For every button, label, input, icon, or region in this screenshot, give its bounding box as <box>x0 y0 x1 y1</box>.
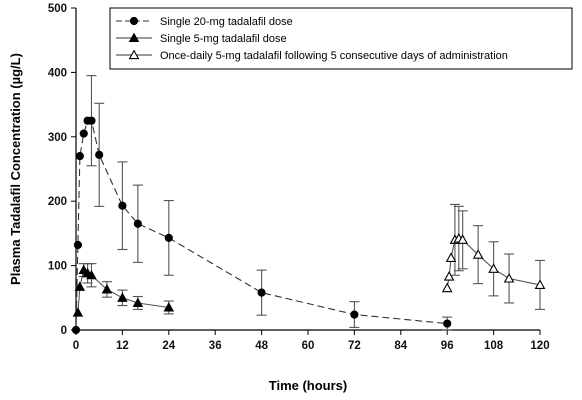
series-lines-layer <box>75 120 541 331</box>
series-2-point <box>101 283 113 294</box>
error-bars-layer <box>78 75 545 331</box>
series-3-point <box>534 279 546 289</box>
series-1-point <box>73 240 83 250</box>
series-1-point <box>443 319 452 328</box>
x-tick-label: 48 <box>255 340 268 352</box>
series-1-point <box>257 288 266 297</box>
legend-label-1: Single 20-mg tadalafil dose <box>160 16 293 28</box>
legend-marker-1 <box>129 16 139 26</box>
x-tick-label: 72 <box>348 340 361 352</box>
y-tick-label: 400 <box>48 67 67 79</box>
legend-box <box>109 7 573 70</box>
x-tick-label: 36 <box>209 340 222 352</box>
series-3-point <box>503 272 515 283</box>
series-1-point <box>118 201 127 210</box>
data-points-layer <box>71 116 546 335</box>
axes-layer: 0 100 200 300 400 500 0 12 24 36 48 60 72 84 96 108 120 <box>48 3 550 352</box>
series-3-point <box>441 282 453 293</box>
x-tick-label: 0 <box>73 340 79 352</box>
series-2-point <box>117 292 128 302</box>
series-1-point <box>164 233 173 243</box>
x-tick-label: 108 <box>484 340 504 352</box>
x-axis-title: Time (hours) <box>269 378 348 393</box>
series-1-point <box>95 150 104 159</box>
y-tick-label: 200 <box>48 196 67 208</box>
series-3-point <box>443 271 455 281</box>
series-3-point <box>457 234 469 244</box>
x-tick-label: 60 <box>302 340 315 352</box>
x-tick-label: 24 <box>162 340 175 352</box>
series-1-point <box>75 152 84 161</box>
legend: Single 20-mg tadalafil dose Single 5-mg t… <box>109 7 573 70</box>
y-tick-label: 500 <box>48 3 67 15</box>
series-2-point <box>86 269 97 280</box>
series-2-point <box>132 297 144 307</box>
y-tick-label: 300 <box>48 132 67 144</box>
legend-label-2: Single 5-mg tadalafil dose <box>160 33 287 45</box>
x-tick-label: 96 <box>441 340 454 352</box>
series-3-point <box>472 249 484 259</box>
x-tick-label: 84 <box>394 340 407 352</box>
series-2-point <box>72 307 84 317</box>
y-axis-title: Plasma Tadalafil Concentration (µg/L) <box>8 53 23 285</box>
x-tick-label: 12 <box>116 340 129 352</box>
series-1-point <box>133 219 142 228</box>
series-1-point <box>79 129 88 138</box>
series-1-point <box>71 325 81 335</box>
legend-entries: Single 20-mg tadalafil dose Single 5-mg t… <box>116 16 508 62</box>
legend-marker-3 <box>128 49 140 60</box>
y-tick-label: 100 <box>48 261 67 273</box>
y-tick-label: 0 <box>61 325 67 337</box>
series-3-point <box>445 252 457 262</box>
legend-marker-2 <box>128 32 140 43</box>
series-2-point <box>163 302 175 312</box>
series-1-point <box>87 116 96 125</box>
series-1-point <box>350 310 359 319</box>
series-3-point <box>488 263 499 273</box>
x-tick-label: 120 <box>530 340 549 352</box>
legend-label-3: Once-daily 5-mg tadalafil following 5 co… <box>160 50 508 62</box>
series-2-point <box>74 281 86 291</box>
